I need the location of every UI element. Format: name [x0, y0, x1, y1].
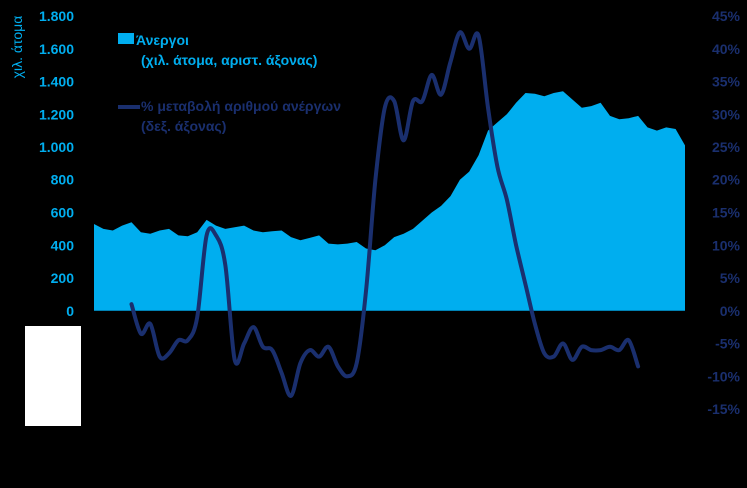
right-axis-ticks: -15% -10% -5% 0% 5% 10% 15% 20% 25% 30% 35% 40% 45% — [707, 8, 740, 417]
left-tick-label: 1.000 — [39, 139, 74, 155]
right-tick-label: -15% — [707, 401, 740, 417]
right-tick-label: 40% — [712, 41, 741, 57]
right-tick-label: -10% — [707, 368, 740, 384]
right-tick-label: 30% — [712, 106, 741, 122]
right-tick-label: 35% — [712, 74, 741, 90]
legend-label-line-sub: (δεξ. άξονας) — [141, 118, 226, 134]
right-tick-label: 25% — [712, 139, 741, 155]
left-tick-label: 1.800 — [39, 8, 74, 24]
legend-swatch-area — [118, 33, 134, 44]
legend-label-area-sub: (χιλ. άτομα, αριστ. άξονας) — [141, 52, 317, 68]
line-unemployed-change — [129, 30, 641, 398]
left-axis-label: χιλ. άτομα — [9, 16, 25, 79]
line-series-unemployed-change — [129, 30, 641, 398]
legend-label-area: Άνεργοι — [136, 32, 189, 48]
left-tick-label: 1.200 — [39, 106, 74, 122]
right-tick-label: 20% — [712, 172, 741, 188]
left-tick-label: 800 — [51, 172, 75, 188]
left-tick-label: 0 — [66, 303, 74, 319]
right-tick-label: 15% — [712, 205, 741, 221]
legend: Άνεργοι (χιλ. άτομα, αριστ. άξονας) % με… — [118, 32, 341, 134]
area-series-unemployed — [94, 91, 685, 311]
left-tick-label: 1.600 — [39, 41, 74, 57]
right-tick-label: 45% — [712, 8, 741, 24]
right-tick-label: 0% — [720, 303, 741, 319]
right-tick-label: 5% — [720, 270, 741, 286]
left-tick-label: 400 — [51, 237, 75, 253]
left-tick-label: 200 — [51, 270, 75, 286]
right-tick-label: 10% — [712, 237, 741, 253]
area-unemployed — [94, 91, 685, 311]
left-axis-ticks: 0 200 400 600 800 1.000 1.200 1.400 1.600 1.800 — [39, 8, 74, 319]
legend-label-line: % μεταβολή αριθμού ανέργων — [141, 98, 341, 114]
white-box-overlay — [25, 326, 81, 426]
left-tick-label: 1.400 — [39, 74, 74, 90]
left-tick-label: 600 — [51, 205, 75, 221]
right-tick-label: -5% — [715, 336, 740, 352]
